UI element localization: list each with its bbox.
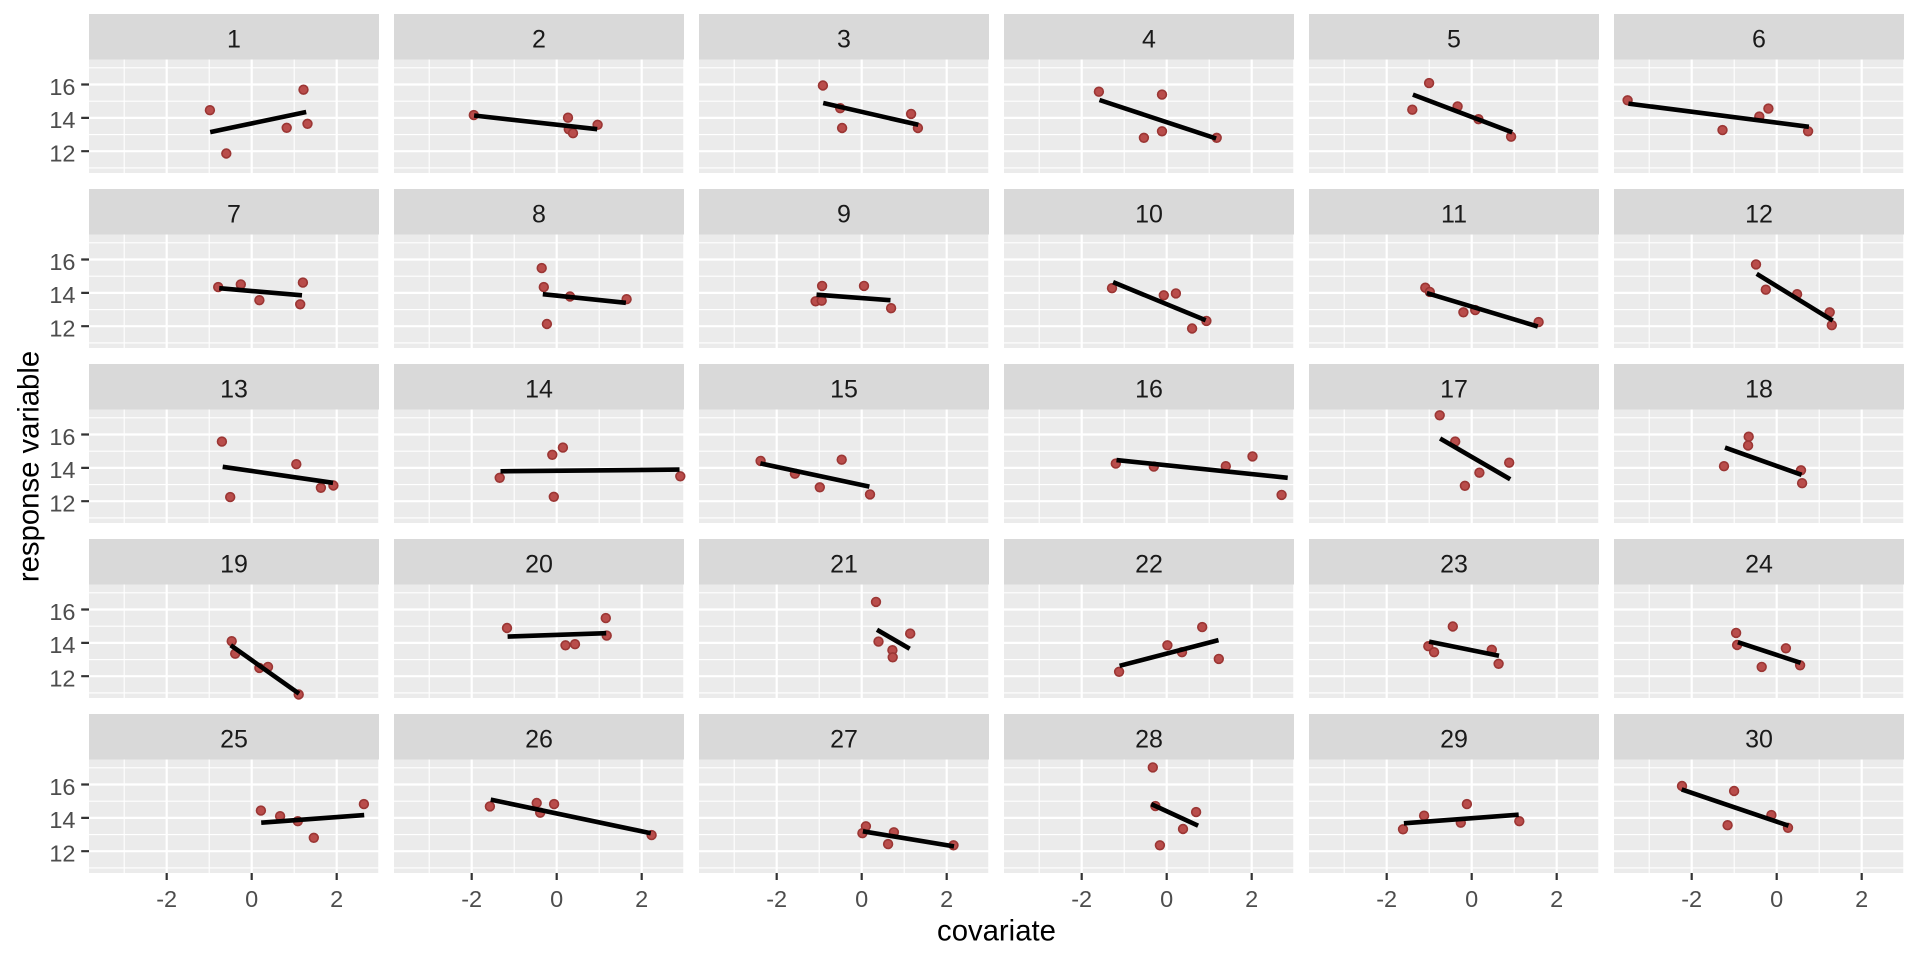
svg-text:14: 14 xyxy=(49,807,75,833)
svg-text:13: 13 xyxy=(220,375,248,403)
svg-text:16: 16 xyxy=(49,249,75,275)
svg-text:12: 12 xyxy=(49,666,75,692)
svg-text:12: 12 xyxy=(1745,200,1773,228)
svg-text:24: 24 xyxy=(1745,551,1773,579)
svg-text:27: 27 xyxy=(830,726,858,754)
svg-text:11: 11 xyxy=(1441,200,1467,228)
svg-text:16: 16 xyxy=(49,599,75,625)
svg-text:-2: -2 xyxy=(1681,886,1702,912)
svg-text:28: 28 xyxy=(1135,726,1163,754)
svg-text:25: 25 xyxy=(220,726,248,754)
svg-text:7: 7 xyxy=(227,200,241,228)
svg-text:18: 18 xyxy=(1745,375,1773,403)
svg-text:2: 2 xyxy=(1550,886,1563,912)
svg-text:15: 15 xyxy=(830,375,858,403)
svg-text:14: 14 xyxy=(525,375,553,403)
svg-text:0: 0 xyxy=(1770,886,1783,912)
svg-text:0: 0 xyxy=(855,886,868,912)
svg-text:14: 14 xyxy=(49,632,75,658)
svg-text:23: 23 xyxy=(1440,551,1468,579)
svg-text:4: 4 xyxy=(1142,26,1156,54)
svg-text:12: 12 xyxy=(49,491,75,517)
svg-text:16: 16 xyxy=(1135,375,1163,403)
svg-text:0: 0 xyxy=(1465,886,1478,912)
svg-text:-2: -2 xyxy=(766,886,787,912)
svg-text:1: 1 xyxy=(227,26,241,54)
svg-text:0: 0 xyxy=(245,886,258,912)
svg-text:0: 0 xyxy=(550,886,563,912)
svg-text:26: 26 xyxy=(525,726,553,754)
svg-text:3: 3 xyxy=(837,26,851,54)
svg-text:17: 17 xyxy=(1440,375,1468,403)
svg-text:16: 16 xyxy=(49,74,75,100)
svg-text:2: 2 xyxy=(940,886,953,912)
svg-text:30: 30 xyxy=(1745,726,1773,754)
svg-text:2: 2 xyxy=(532,26,546,54)
svg-text:29: 29 xyxy=(1440,726,1468,754)
svg-text:2: 2 xyxy=(1245,886,1258,912)
svg-text:19: 19 xyxy=(220,551,248,579)
svg-text:2: 2 xyxy=(635,886,648,912)
svg-text:9: 9 xyxy=(837,200,851,228)
svg-text:covariate: covariate xyxy=(937,915,1056,948)
svg-text:20: 20 xyxy=(525,551,553,579)
svg-text:-2: -2 xyxy=(1376,886,1397,912)
svg-text:21: 21 xyxy=(830,551,858,579)
svg-text:14: 14 xyxy=(49,107,75,133)
svg-text:22: 22 xyxy=(1135,551,1163,579)
svg-text:10: 10 xyxy=(1135,200,1163,228)
svg-text:6: 6 xyxy=(1752,26,1766,54)
svg-text:16: 16 xyxy=(49,774,75,800)
svg-text:response variable: response variable xyxy=(13,351,46,582)
svg-text:14: 14 xyxy=(49,457,75,483)
svg-text:12: 12 xyxy=(49,316,75,342)
svg-text:12: 12 xyxy=(49,841,75,867)
svg-text:-2: -2 xyxy=(1071,886,1092,912)
svg-text:14: 14 xyxy=(49,282,75,308)
svg-text:-2: -2 xyxy=(461,886,482,912)
svg-text:0: 0 xyxy=(1160,886,1173,912)
svg-text:8: 8 xyxy=(532,200,546,228)
svg-text:2: 2 xyxy=(330,886,343,912)
svg-text:16: 16 xyxy=(49,424,75,450)
svg-text:5: 5 xyxy=(1447,26,1461,54)
svg-text:12: 12 xyxy=(49,141,75,167)
svg-text:-2: -2 xyxy=(156,886,177,912)
svg-text:2: 2 xyxy=(1855,886,1868,912)
